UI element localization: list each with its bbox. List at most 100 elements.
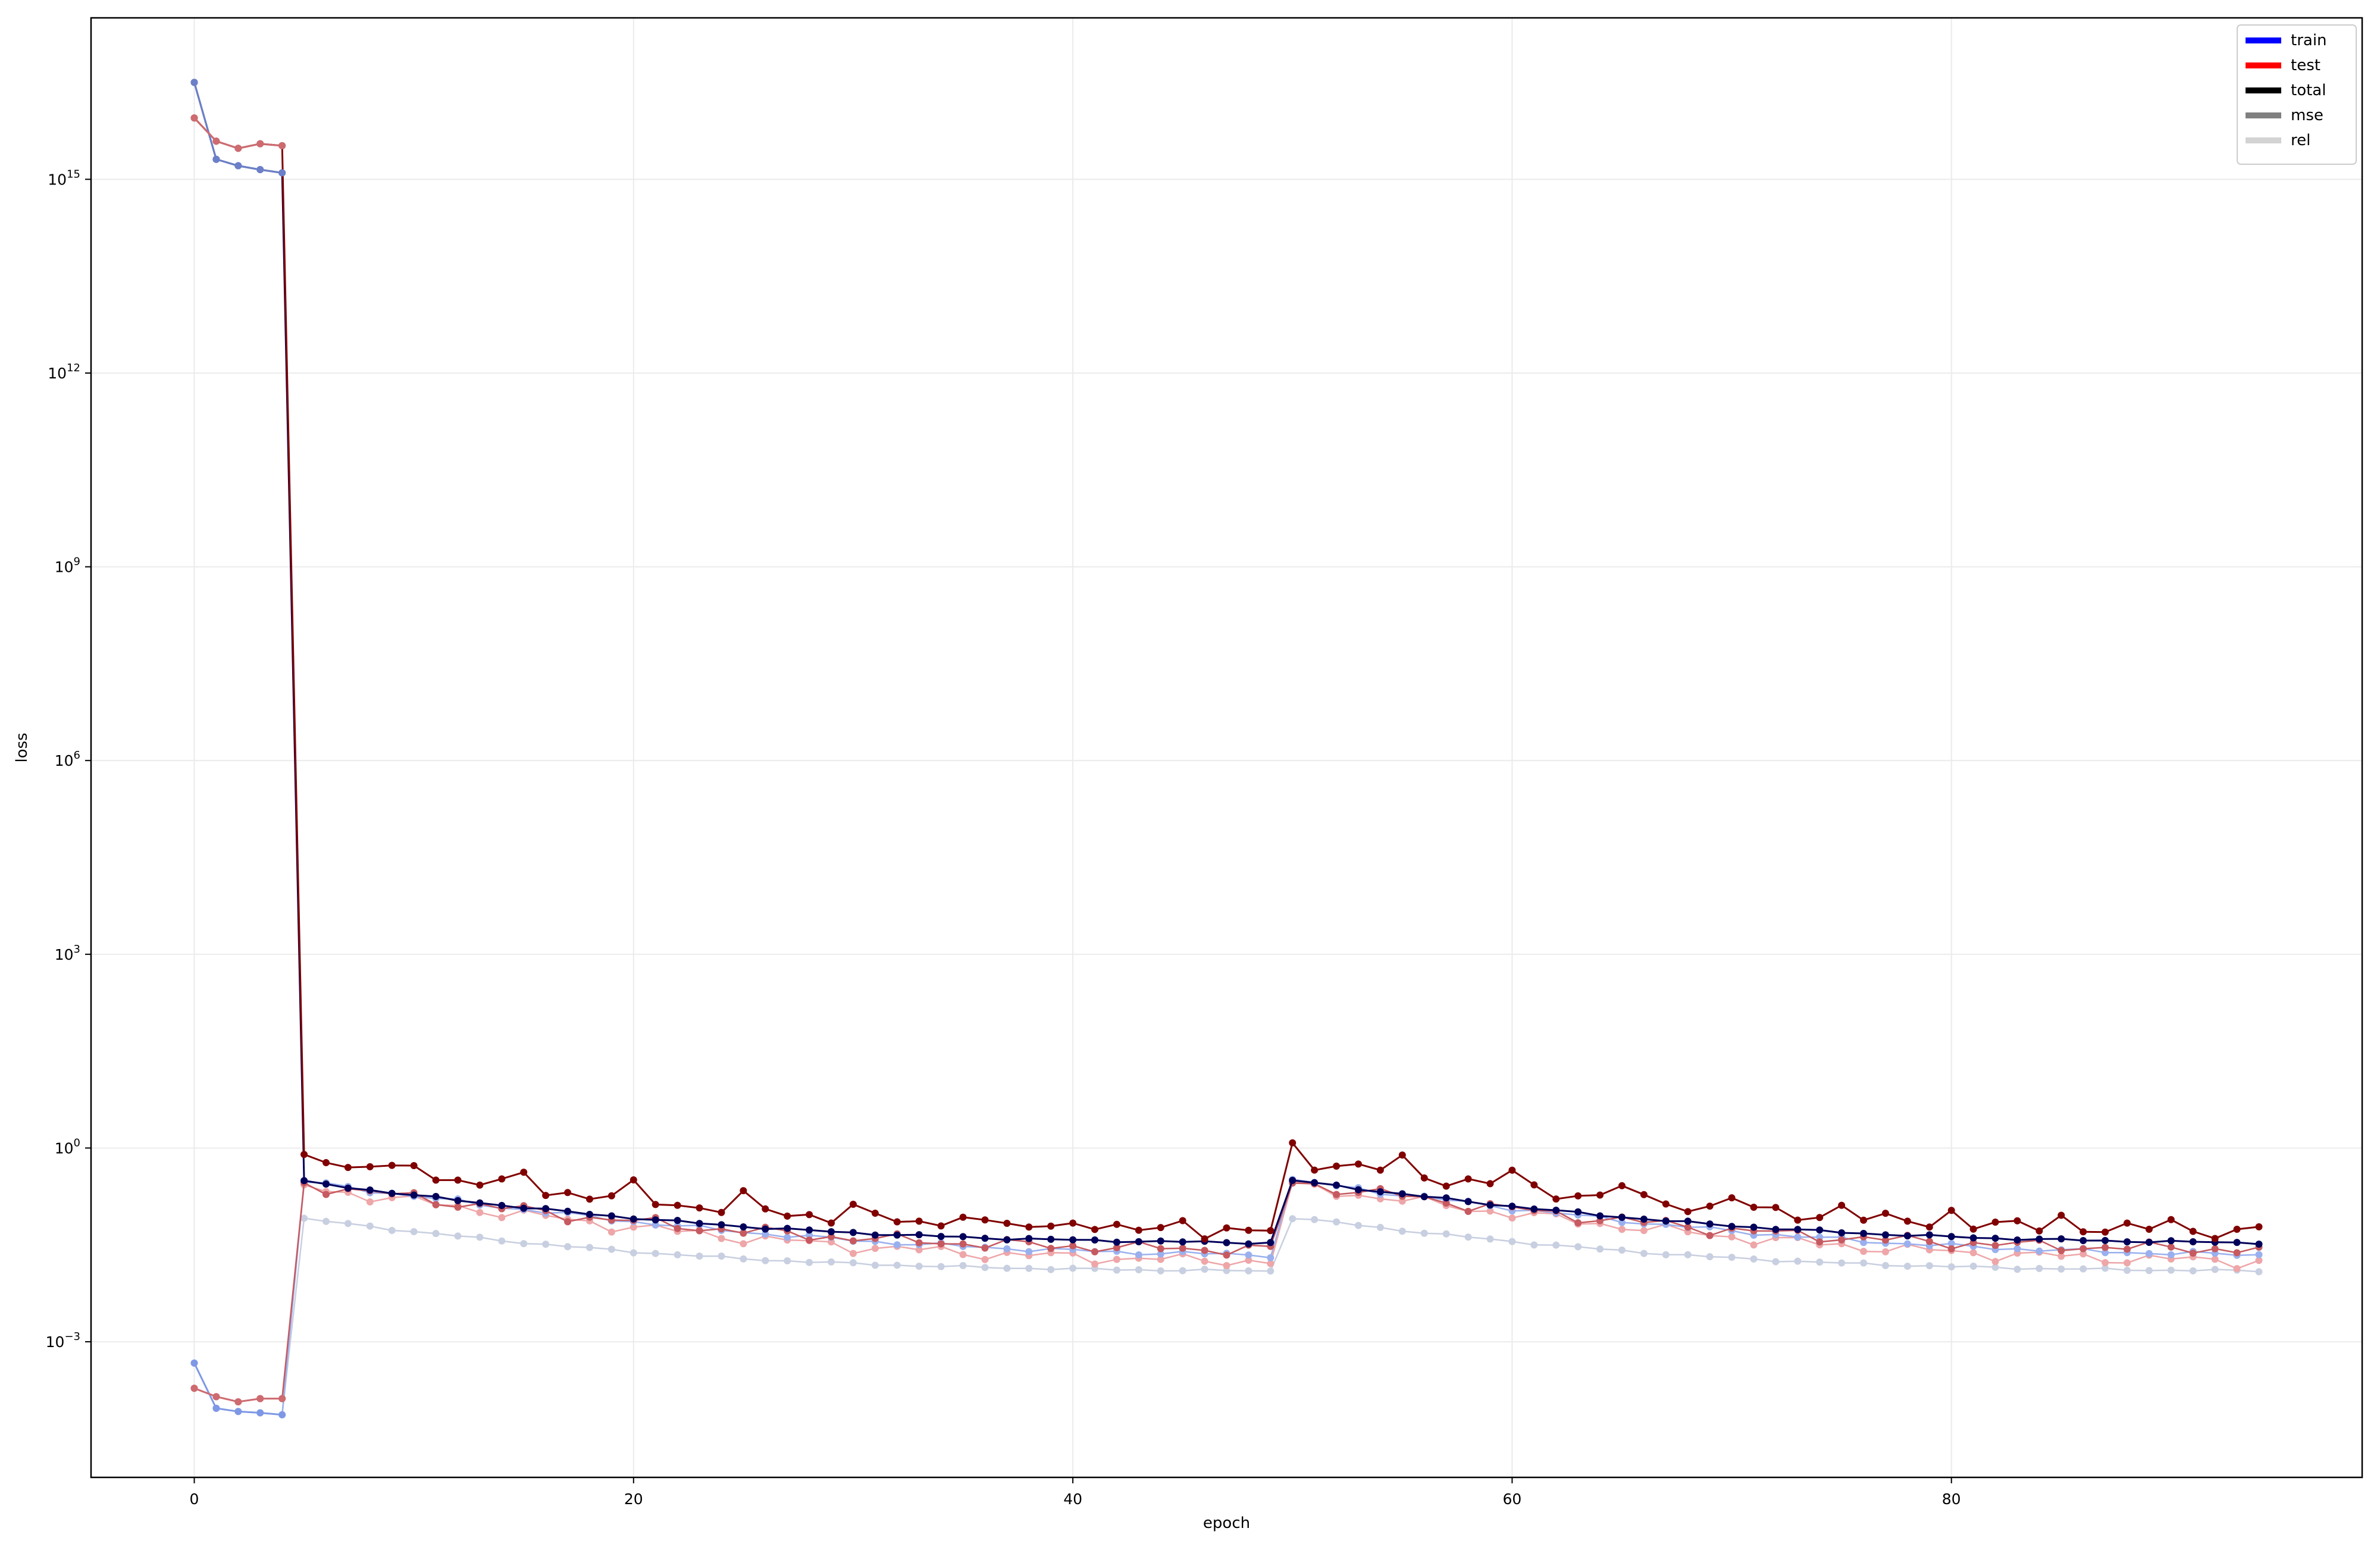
data-point bbox=[849, 1259, 857, 1267]
data-point bbox=[784, 1225, 791, 1232]
data-point bbox=[762, 1205, 769, 1213]
data-point bbox=[1179, 1267, 1186, 1274]
grid bbox=[91, 18, 2362, 1477]
data-point bbox=[564, 1243, 572, 1251]
data-point bbox=[212, 1393, 220, 1401]
data-point bbox=[1684, 1223, 1692, 1231]
data-point bbox=[1991, 1235, 1999, 1242]
data-point bbox=[1925, 1238, 1933, 1245]
data-point bbox=[454, 1203, 462, 1211]
y-tick-label: 1012 bbox=[48, 362, 80, 382]
data-point bbox=[674, 1225, 681, 1232]
data-point bbox=[212, 1404, 220, 1412]
data-point bbox=[476, 1233, 484, 1241]
data-point bbox=[1091, 1226, 1099, 1233]
data-point bbox=[607, 1228, 615, 1236]
data-point bbox=[564, 1218, 572, 1226]
data-point bbox=[322, 1159, 330, 1167]
data-point bbox=[234, 1398, 242, 1406]
data-point bbox=[2102, 1236, 2109, 1244]
data-point bbox=[2167, 1243, 2175, 1251]
data-point bbox=[1333, 1162, 1341, 1170]
data-point bbox=[1816, 1238, 1824, 1246]
data-point bbox=[585, 1211, 593, 1219]
data-point bbox=[1179, 1244, 1186, 1252]
data-point bbox=[740, 1240, 747, 1248]
data-point bbox=[1881, 1262, 1889, 1270]
data-point bbox=[278, 1395, 286, 1402]
data-point bbox=[1947, 1207, 1955, 1214]
data-point bbox=[1289, 1176, 1297, 1184]
data-point bbox=[1838, 1259, 1846, 1267]
data-point bbox=[959, 1240, 967, 1248]
data-point bbox=[630, 1176, 637, 1183]
data-point bbox=[871, 1209, 879, 1217]
data-point bbox=[212, 137, 220, 145]
data-point bbox=[1201, 1266, 1208, 1273]
data-point bbox=[1464, 1207, 1472, 1215]
data-point bbox=[1311, 1166, 1319, 1174]
data-point bbox=[585, 1244, 593, 1251]
data-point bbox=[1552, 1195, 1560, 1203]
data-point bbox=[542, 1192, 550, 1200]
data-point bbox=[300, 1151, 308, 1158]
data-point bbox=[2102, 1244, 2109, 1251]
data-point bbox=[2167, 1251, 2175, 1258]
data-point bbox=[2211, 1266, 2219, 1273]
data-point bbox=[1442, 1230, 1450, 1238]
data-point bbox=[542, 1241, 550, 1248]
data-point bbox=[1376, 1188, 1384, 1195]
data-point bbox=[1969, 1249, 1977, 1257]
data-point bbox=[1947, 1263, 1955, 1271]
data-point bbox=[388, 1161, 396, 1169]
data-point bbox=[1530, 1241, 1538, 1249]
data-point bbox=[893, 1231, 901, 1239]
data-point bbox=[1838, 1229, 1846, 1236]
data-point bbox=[2035, 1264, 2043, 1272]
data-point bbox=[2058, 1265, 2065, 1273]
x-tick-label: 60 bbox=[1502, 1490, 1521, 1508]
data-point bbox=[344, 1164, 352, 1172]
data-point bbox=[959, 1251, 967, 1258]
data-point bbox=[432, 1201, 440, 1208]
data-point bbox=[1618, 1182, 1626, 1189]
data-point bbox=[806, 1211, 813, 1219]
data-point bbox=[432, 1176, 440, 1184]
data-point bbox=[784, 1233, 791, 1241]
data-point bbox=[2145, 1250, 2153, 1257]
data-point bbox=[1706, 1253, 1714, 1261]
data-point bbox=[1772, 1204, 1780, 1211]
data-point bbox=[893, 1218, 901, 1226]
data-point bbox=[1113, 1220, 1120, 1228]
data-point bbox=[937, 1263, 945, 1270]
data-point bbox=[1684, 1217, 1692, 1225]
data-point bbox=[1925, 1262, 1933, 1270]
data-point bbox=[1179, 1217, 1186, 1225]
data-point bbox=[915, 1217, 923, 1225]
data-point bbox=[674, 1217, 681, 1225]
data-point bbox=[2035, 1227, 2043, 1235]
data-point bbox=[1596, 1245, 1604, 1253]
data-point bbox=[1157, 1224, 1164, 1232]
data-point bbox=[1486, 1235, 1494, 1243]
data-point bbox=[278, 142, 286, 149]
data-point bbox=[520, 1169, 528, 1176]
data-point bbox=[915, 1263, 923, 1270]
data-point bbox=[937, 1222, 945, 1230]
data-point bbox=[652, 1216, 659, 1224]
data-point bbox=[1135, 1251, 1142, 1258]
data-point bbox=[1135, 1266, 1142, 1274]
data-point bbox=[1201, 1247, 1208, 1254]
data-point bbox=[1706, 1232, 1714, 1239]
data-point bbox=[1420, 1193, 1428, 1201]
data-point bbox=[893, 1241, 901, 1249]
data-point bbox=[498, 1237, 506, 1245]
data-point bbox=[1860, 1248, 1868, 1255]
data-point bbox=[300, 1177, 308, 1185]
data-point bbox=[1508, 1166, 1516, 1174]
data-point bbox=[498, 1175, 506, 1183]
data-point bbox=[740, 1223, 747, 1230]
data-point bbox=[1047, 1222, 1055, 1230]
data-point bbox=[1903, 1263, 1911, 1270]
data-point bbox=[959, 1213, 967, 1221]
